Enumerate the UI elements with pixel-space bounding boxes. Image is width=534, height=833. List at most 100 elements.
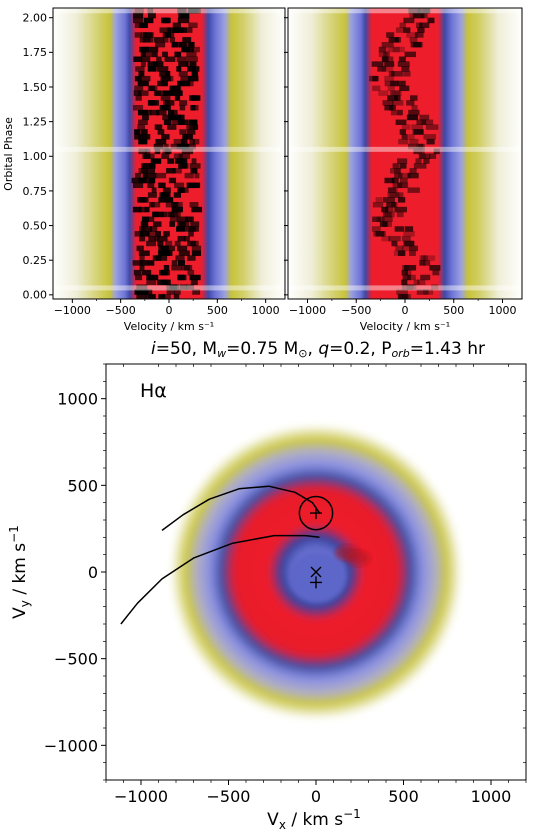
observed-xlabel: Velocity / km s⁻¹ bbox=[124, 320, 214, 333]
trail-core-cell bbox=[391, 240, 398, 247]
title-q: q bbox=[318, 339, 329, 359]
trail-core-cell bbox=[388, 37, 399, 43]
trail-core-cell bbox=[151, 51, 158, 58]
trail-core-cell bbox=[404, 51, 416, 58]
xlabel-exp: −1 bbox=[343, 807, 361, 821]
y-tick-label: 500 bbox=[67, 476, 98, 495]
trail-core-cell bbox=[423, 260, 431, 266]
trail-core-cell bbox=[181, 265, 193, 271]
trail-core-cell bbox=[167, 158, 175, 164]
trail-core-cell bbox=[176, 216, 188, 222]
trail-core-cell bbox=[388, 187, 396, 193]
trail-core-cell bbox=[399, 177, 408, 184]
trail-core-cell bbox=[397, 250, 406, 256]
trail-core-cell bbox=[134, 32, 142, 38]
trail-core-cell bbox=[143, 109, 152, 116]
trail-core-cell bbox=[136, 284, 148, 290]
trail-core-cell bbox=[135, 172, 142, 179]
trail-core-cell bbox=[183, 235, 190, 242]
trail-core-cell bbox=[382, 211, 392, 218]
trail-core-cell bbox=[397, 109, 403, 116]
trail-core-cell bbox=[406, 32, 418, 38]
trail-core-cell bbox=[413, 41, 423, 48]
trail-core-cell bbox=[429, 265, 441, 271]
trail-core-cell bbox=[409, 168, 417, 174]
trail-core-cell bbox=[154, 148, 161, 155]
trail-core-cell bbox=[392, 46, 405, 53]
trail-core-cell bbox=[375, 231, 385, 237]
trail-core-cell bbox=[390, 80, 399, 87]
trail-core-cell bbox=[396, 211, 404, 218]
title-mw-sub: w bbox=[217, 347, 226, 360]
trail-core-cell bbox=[391, 177, 399, 184]
trail-core-cell bbox=[152, 221, 162, 227]
trail-core-cell bbox=[410, 95, 418, 101]
trail-core-cell bbox=[138, 168, 147, 174]
trail-core-cell bbox=[164, 197, 174, 203]
trail-core-cell bbox=[408, 109, 420, 116]
trail-core-cell bbox=[141, 216, 150, 222]
trail-core-cell bbox=[375, 197, 383, 203]
trail-core-cell bbox=[142, 114, 149, 121]
trail-core-cell bbox=[411, 105, 418, 111]
trail-core-cell bbox=[191, 250, 201, 256]
x-tick-label: 1000 bbox=[489, 304, 517, 317]
trail-core-cell bbox=[133, 90, 142, 96]
trail-core-cell bbox=[381, 41, 394, 48]
trail-core-cell bbox=[157, 129, 165, 135]
trail-core-cell bbox=[147, 182, 155, 189]
trail-core-cell bbox=[194, 172, 200, 179]
trail-core-cell bbox=[173, 284, 180, 290]
trail-core-cell bbox=[147, 66, 157, 72]
x-tick-label: −1000 bbox=[54, 304, 91, 317]
trail-core-cell bbox=[141, 129, 148, 135]
ylabel-unit: / km s bbox=[10, 543, 30, 600]
trail-core-cell bbox=[142, 163, 153, 169]
trail-core-cell bbox=[146, 294, 156, 299]
x-tick-label: 0 bbox=[402, 304, 409, 317]
trail-core-cell bbox=[187, 75, 199, 82]
trail-core-cell bbox=[168, 177, 177, 184]
trail-core-cell bbox=[177, 80, 186, 87]
trail-core-cell bbox=[147, 12, 156, 19]
trail-core-cell bbox=[404, 226, 414, 232]
trail-core-cell bbox=[163, 143, 169, 150]
y-tick-label: 1.75 bbox=[23, 46, 48, 59]
trail-core-cell bbox=[382, 197, 395, 203]
trail-core-cell bbox=[394, 192, 404, 198]
trail-core-cell bbox=[429, 153, 437, 159]
xlabel-unit: / km s bbox=[286, 810, 343, 830]
trail-core-cell bbox=[379, 221, 388, 227]
phase-gap-stripe bbox=[288, 8, 522, 14]
trail-core-cell bbox=[154, 124, 163, 130]
trail-core-cell bbox=[140, 197, 148, 203]
trail-core-cell bbox=[399, 85, 410, 92]
trail-core-cell bbox=[189, 163, 201, 169]
trail-core-cell bbox=[390, 109, 403, 116]
trail-core-cell bbox=[384, 211, 395, 218]
trail-core-cell bbox=[188, 226, 199, 232]
trail-core-cell bbox=[384, 75, 395, 82]
trail-core-cell bbox=[139, 265, 145, 271]
trail-core-cell bbox=[159, 27, 171, 33]
trail-core-cell bbox=[139, 231, 150, 237]
trail-core-cell bbox=[188, 119, 198, 125]
trail-core-cell bbox=[171, 109, 178, 116]
trail-core-cell bbox=[148, 235, 156, 242]
trail-core-cell bbox=[172, 211, 181, 218]
trail-core-cell bbox=[146, 240, 156, 247]
trail-core-cell bbox=[413, 279, 420, 286]
trail-core-cell bbox=[189, 138, 195, 145]
trail-core-cell bbox=[372, 85, 381, 92]
trail-core-cell bbox=[161, 105, 169, 111]
trail-core-cell bbox=[417, 279, 426, 286]
trail-core-cell bbox=[135, 66, 145, 72]
trail-core-cell bbox=[161, 134, 170, 140]
trail-core-cell bbox=[398, 172, 411, 179]
trail-core-cell bbox=[147, 192, 157, 198]
trail-core-cell bbox=[135, 95, 142, 101]
trail-core-cell bbox=[189, 124, 196, 130]
title-q-value: =0.2, P bbox=[329, 339, 391, 359]
trail-core-cell bbox=[181, 163, 189, 169]
trail-core-cell bbox=[177, 245, 188, 252]
